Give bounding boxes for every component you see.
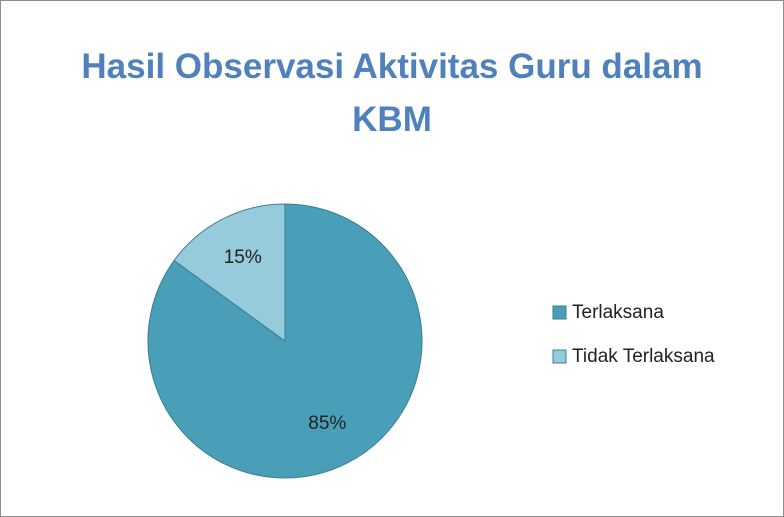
pie-slice	[173, 203, 286, 342]
legend-swatch	[552, 305, 567, 320]
legend-swatch	[552, 349, 567, 364]
legend-label: Terlaksana	[572, 302, 664, 323]
chart-title: Hasil Observasi Aktivitas Guru dalam KBM	[81, 47, 703, 139]
data-label: 85%	[308, 413, 346, 434]
data-label: 15%	[224, 247, 262, 268]
legend-label: Tidak Terlaksana	[572, 346, 715, 367]
